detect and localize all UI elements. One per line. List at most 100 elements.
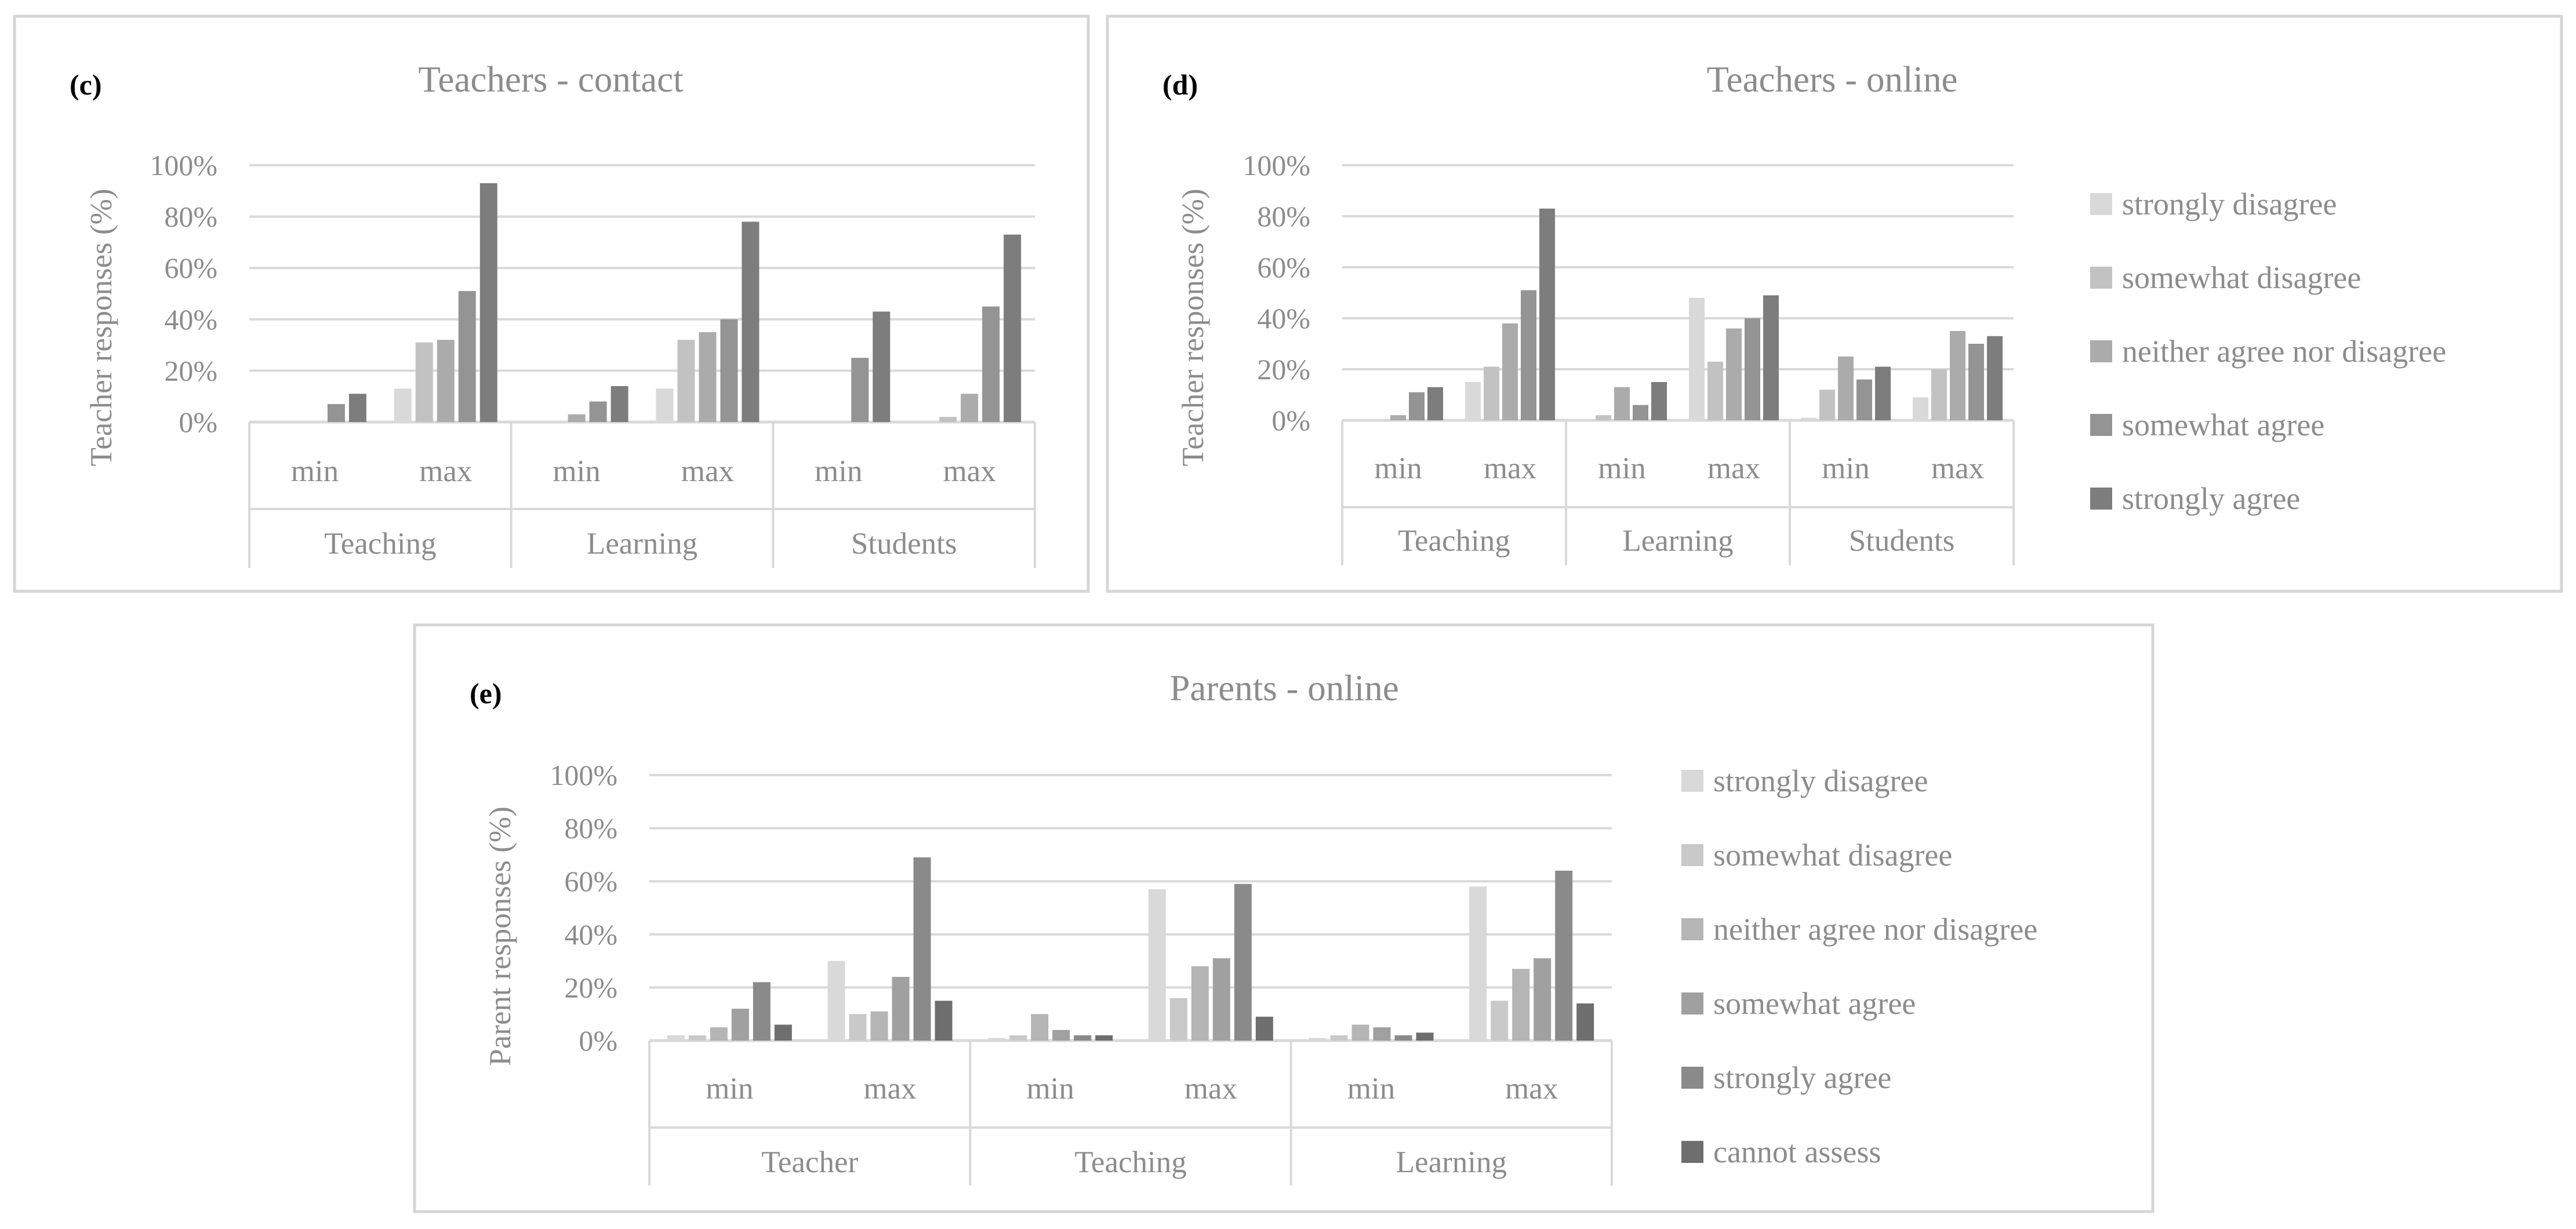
legend: strongly disagree somewhat disagree neithe… <box>1681 763 2037 1169</box>
legend-item: somewhat disagree <box>2090 260 2361 295</box>
x-tick-label: max <box>1931 452 1984 485</box>
y-tick-label: 20% <box>1257 353 1310 386</box>
bar <box>348 394 366 422</box>
bar <box>988 1038 1006 1041</box>
legend-label: somewhat agree <box>1713 986 1916 1021</box>
bar <box>851 358 869 422</box>
legend-swatch <box>1681 992 1703 1015</box>
legend-swatch <box>1681 1067 1703 1089</box>
x-tick-label: min <box>1347 1072 1395 1106</box>
bar <box>1491 1001 1509 1041</box>
bar <box>982 306 1000 422</box>
bar <box>1330 1035 1348 1041</box>
x-tick-label: min <box>706 1072 753 1106</box>
bar <box>753 982 771 1041</box>
y-tick-label: 0% <box>1271 404 1310 437</box>
legend-label: somewhat disagree <box>1713 838 1952 872</box>
panel-label: (c) <box>70 68 102 101</box>
bar <box>1351 1024 1369 1041</box>
series-neither-agree-nor-disagree <box>1390 323 1965 420</box>
bar <box>415 342 433 422</box>
bar <box>1596 415 1611 420</box>
bar <box>1745 318 1760 420</box>
y-tick-label: 40% <box>564 918 617 951</box>
bar <box>939 417 957 422</box>
bar <box>458 291 476 422</box>
y-tick-label: 20% <box>164 354 217 387</box>
group-label: Learning <box>1622 524 1733 558</box>
y-axis-title: Teacher responses (%) <box>1176 189 1210 467</box>
group-label: Students <box>851 527 957 561</box>
series-strongly-agree <box>753 857 1573 1041</box>
legend-label: somewhat agree <box>2122 408 2324 442</box>
legend-label: somewhat disagree <box>2122 260 2361 295</box>
y-axis-title: Teacher responses (%) <box>85 189 118 467</box>
bar <box>1255 1016 1273 1041</box>
bar <box>1614 387 1630 420</box>
plot-area: 0% 20% 40% 60% 80% 100% min max min max min max Teac… <box>1242 149 2015 565</box>
y-axis-title: Parent responses (%) <box>484 806 517 1066</box>
legend-label: cannot assess <box>1713 1135 1881 1169</box>
bar <box>1651 382 1667 420</box>
bar <box>1390 415 1406 420</box>
panel-border <box>1106 14 2563 593</box>
series-strongly-disagree <box>394 388 674 422</box>
x-tick-label: min <box>1374 452 1422 485</box>
y-tick-label: 60% <box>564 865 617 897</box>
legend-item: neither agree nor disagree <box>2090 334 2446 369</box>
plot-area: 0% 20% 40% 60% 80% 100% min max min max min max Teac… <box>550 759 1613 1186</box>
legend-swatch <box>2090 340 2112 362</box>
group-label: Teaching <box>1398 524 1510 558</box>
legend-item: strongly agree <box>1681 1060 1891 1095</box>
bar <box>1913 397 1928 420</box>
bar <box>1987 336 2003 420</box>
y-tick-label: 40% <box>1257 302 1310 334</box>
legend-item: neither agree nor disagree <box>1681 912 2037 947</box>
bar <box>1931 369 1947 420</box>
bar <box>1074 1035 1092 1041</box>
bar <box>667 1035 685 1041</box>
legend-item: somewhat agree <box>1681 986 1916 1021</box>
x-tick-label: max <box>419 454 472 488</box>
bar <box>1555 870 1573 1041</box>
bar <box>327 403 345 422</box>
panel-border <box>413 623 2154 1213</box>
bar <box>1819 390 1835 420</box>
legend-swatch <box>1681 918 1703 940</box>
legend-label: strongly disagree <box>2122 187 2337 221</box>
legend-item: somewhat agree <box>2090 408 2324 442</box>
legend-item: cannot assess <box>1681 1135 1881 1169</box>
bar <box>1539 208 1555 420</box>
group-label: Learning <box>587 527 697 561</box>
bar <box>1031 1014 1049 1041</box>
legend-label: neither agree nor disagree <box>2122 334 2446 369</box>
y-tick-label: 100% <box>150 149 217 181</box>
y-tick-label: 100% <box>1242 149 1310 181</box>
legend-swatch <box>1681 770 1703 792</box>
x-tick-label: max <box>863 1072 916 1106</box>
bar <box>1484 366 1499 420</box>
bar <box>1633 405 1648 420</box>
x-tick-label: min <box>553 454 600 488</box>
bar <box>688 1035 706 1041</box>
group-label: Learning <box>1396 1146 1507 1179</box>
y-tick-label: 80% <box>164 201 217 233</box>
bar <box>913 857 931 1041</box>
y-tick-label: 60% <box>1257 251 1310 283</box>
bar <box>1009 1035 1027 1041</box>
chart-panel-c: (c) Teachers - contact Teacher responses… <box>13 14 1090 593</box>
group-label: Teacher <box>761 1146 858 1179</box>
bar <box>710 1027 728 1041</box>
chart-title: Teachers - online <box>1707 59 1958 100</box>
x-tick-label: min <box>291 454 339 488</box>
bar <box>1465 382 1481 420</box>
x-tick-label: max <box>681 454 734 488</box>
bar <box>568 414 586 422</box>
bar <box>1801 417 1816 420</box>
bar <box>699 332 717 422</box>
y-tick-label: 20% <box>564 971 617 1003</box>
bar <box>1191 966 1209 1041</box>
bar <box>1950 331 1965 420</box>
legend-label: strongly agree <box>1713 1060 1891 1095</box>
chart-title: Teachers - contact <box>418 59 684 100</box>
